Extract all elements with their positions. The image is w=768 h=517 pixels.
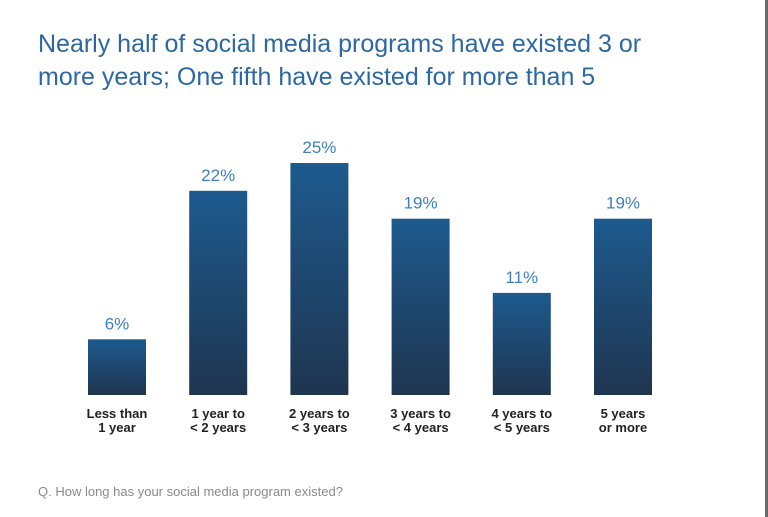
category-label-3-line-0: 3 years to — [390, 406, 451, 421]
bars-group — [88, 163, 652, 395]
category-label-3-line-1: < 4 years — [393, 420, 449, 435]
category-label-2-line-1: < 3 years — [291, 420, 347, 435]
slide: Nearly half of social media programs hav… — [0, 0, 768, 517]
bar-4 — [493, 293, 551, 395]
value-label-4: 11% — [505, 268, 538, 287]
category-label-1-line-1: < 2 years — [190, 420, 246, 435]
category-label-4-line-0: 4 years to — [491, 406, 552, 421]
bar-3 — [392, 219, 450, 395]
category-label-0: Less than 1 year — [87, 406, 148, 435]
value-labels-group: 6% 22% 25% 19% 11% 19% — [105, 138, 640, 333]
bar-2 — [290, 163, 348, 395]
bar-chart: 6% 22% 25% 19% 11% 19% Less than 1 year 1 year … — [0, 0, 768, 517]
value-label-2: 25% — [302, 138, 336, 157]
bar-5 — [594, 219, 652, 395]
category-label-0-line-0: Less than — [87, 406, 148, 421]
category-label-0-line-1: 1 year — [98, 420, 136, 435]
bar-1 — [189, 191, 247, 395]
category-label-4: 4 years to < 5 years — [491, 406, 552, 435]
survey-question: Q. How long has your social media progra… — [38, 484, 343, 499]
category-label-3: 3 years to < 4 years — [390, 406, 451, 435]
category-label-5: 5 years or more — [599, 406, 647, 435]
category-label-1-line-0: 1 year to — [191, 406, 245, 421]
category-label-1: 1 year to < 2 years — [190, 406, 246, 435]
category-label-2: 2 years to < 3 years — [289, 406, 350, 435]
category-label-2-line-0: 2 years to — [289, 406, 350, 421]
value-label-1: 22% — [201, 166, 235, 185]
category-labels-group: Less than 1 year 1 year to < 2 years 2 years… — [87, 406, 648, 435]
value-label-3: 19% — [404, 194, 438, 213]
bar-0 — [88, 339, 146, 395]
category-label-5-line-1: or more — [599, 420, 647, 435]
category-label-5-line-0: 5 years — [601, 406, 646, 421]
value-label-5: 19% — [606, 194, 640, 213]
category-label-4-line-1: < 5 years — [494, 420, 550, 435]
value-label-0: 6% — [105, 314, 130, 333]
